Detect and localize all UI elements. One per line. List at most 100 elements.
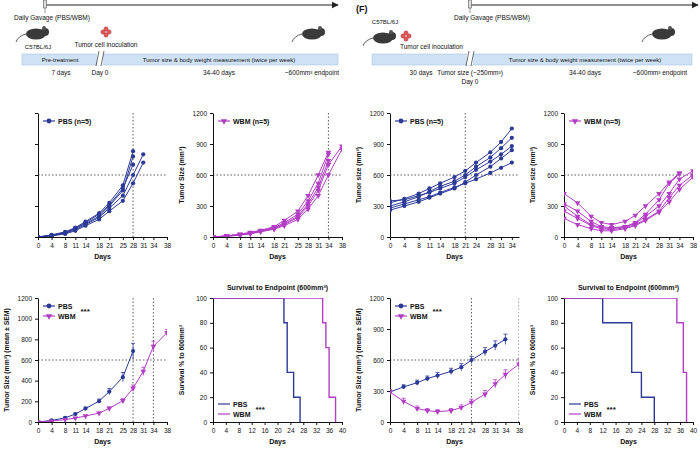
- tick: 0: [203, 419, 213, 426]
- tick-mark: [669, 237, 670, 240]
- reference-line: [153, 298, 154, 422]
- x-axis: 048111418212428313438: [389, 422, 524, 434]
- tick: 0: [212, 237, 216, 249]
- tick: 1200: [544, 110, 564, 117]
- axis-line: [214, 237, 343, 238]
- tick-label: 12: [249, 427, 257, 434]
- series-line: [213, 152, 328, 237]
- marker: [609, 227, 615, 232]
- x-axis: 0481114182124283134: [389, 237, 520, 249]
- marker: [632, 214, 638, 219]
- tick-mark: [561, 206, 564, 207]
- label: 30 days: [410, 69, 434, 77]
- marker: [575, 201, 581, 206]
- tick-mark: [316, 422, 317, 425]
- tick: 0: [563, 237, 567, 249]
- marker: [474, 173, 478, 177]
- tick: 600: [21, 357, 38, 364]
- tick: 16: [612, 422, 620, 434]
- legend-entry: PBS (n=5): [43, 118, 91, 126]
- tick-mark: [387, 175, 390, 176]
- marker: [97, 217, 101, 221]
- tick: 40: [200, 369, 213, 376]
- tick-label: 4: [225, 427, 229, 434]
- tick-mark: [387, 422, 390, 423]
- legend-entry: PBS: [43, 303, 73, 310]
- marker: [643, 219, 649, 224]
- tick-mark: [501, 237, 502, 240]
- legend-entry: WBM: [569, 411, 602, 418]
- tick-label: 200: [21, 398, 32, 405]
- tick-mark: [561, 422, 564, 423]
- tick-label: 18: [448, 427, 456, 434]
- tick-mark: [298, 237, 299, 240]
- tick-label: 0: [380, 234, 384, 241]
- tick-label: 60: [551, 344, 559, 351]
- marker: [415, 381, 419, 385]
- tick-label: 600: [373, 172, 384, 179]
- reference-line: [38, 175, 167, 176]
- tick-label: 8: [417, 242, 421, 249]
- tick-mark: [133, 237, 134, 240]
- marker: [492, 382, 498, 387]
- tick-mark: [153, 237, 154, 240]
- legend-entry: PBS: [569, 401, 599, 408]
- tick: 20: [625, 422, 633, 434]
- marker: [459, 365, 463, 369]
- error-bar: [517, 359, 519, 369]
- series-line: [38, 333, 167, 422]
- tick-mark: [667, 422, 668, 425]
- tick-mark: [603, 422, 604, 425]
- tick-mark: [210, 113, 213, 114]
- tick-label: 4: [225, 242, 229, 249]
- tick-mark: [693, 422, 694, 425]
- marker: [417, 198, 421, 202]
- tick-mark: [455, 237, 456, 240]
- marker: [141, 160, 145, 164]
- series-line: [564, 177, 693, 231]
- tick: 8: [416, 422, 420, 434]
- tick-label: 1200: [370, 295, 385, 302]
- tick-label: 600: [547, 172, 558, 179]
- series-line: [213, 149, 342, 237]
- tick: 600: [373, 172, 390, 179]
- tick-label: 28: [482, 427, 490, 434]
- tick-label: 25: [295, 242, 303, 249]
- marker: [49, 233, 53, 237]
- tick: 31: [140, 422, 148, 434]
- tick: 11: [424, 422, 431, 434]
- marker: [474, 177, 478, 181]
- tick-mark: [35, 175, 38, 176]
- series-line: [564, 173, 679, 225]
- tick-label: 40: [200, 369, 208, 376]
- marker: [38, 235, 40, 237]
- tick-label: 31: [498, 242, 506, 249]
- tick-label: 8: [64, 427, 68, 434]
- tick: 34: [150, 422, 158, 434]
- chart-panel: 0481216202428323640020406080100Survival …: [529, 284, 697, 446]
- tick-mark: [429, 237, 430, 240]
- tick-label: 0: [203, 419, 207, 426]
- tick: 0: [389, 237, 393, 249]
- y-axis: 03006009001200: [544, 110, 565, 241]
- marker: [140, 370, 146, 375]
- marker: [130, 386, 136, 391]
- error-bar: [84, 407, 88, 410]
- marker: [425, 376, 429, 380]
- tick: 34: [676, 237, 684, 249]
- tick-label: 900: [373, 326, 384, 333]
- tick: 4: [403, 237, 407, 249]
- tick: 4: [402, 422, 406, 434]
- tick-mark: [476, 237, 477, 240]
- tick-mark: [612, 237, 613, 240]
- tick-label: 11: [72, 242, 79, 249]
- y-axis-title: Survival % to 600mm³: [529, 324, 536, 395]
- tick-mark: [387, 329, 390, 330]
- marker: [488, 159, 492, 163]
- tick-mark: [438, 422, 439, 425]
- tick: [35, 113, 38, 114]
- marker: [121, 199, 125, 203]
- tick-label: 21: [106, 242, 114, 249]
- marker: [224, 234, 230, 237]
- tick: 11: [72, 237, 79, 249]
